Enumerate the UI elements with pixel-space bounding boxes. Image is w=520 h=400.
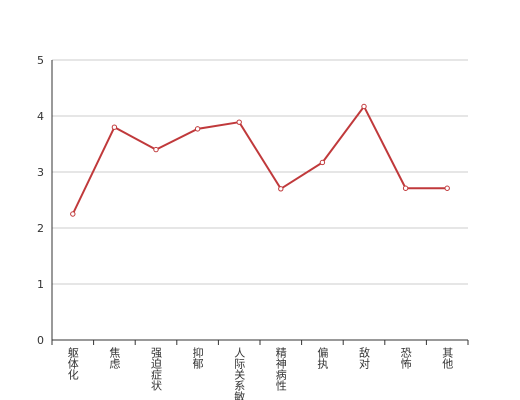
y-tick-label: 2 <box>37 222 44 235</box>
x-tick-label: 精神病性 <box>274 347 287 392</box>
x-tick-label: 躯体化 <box>66 347 79 381</box>
x-tick-label: 人际关系敏感 <box>233 347 246 400</box>
y-tick-label: 5 <box>37 54 44 67</box>
y-tick-label: 3 <box>37 166 44 179</box>
point <box>111 124 118 130</box>
x-tick-label: 抑郁 <box>191 346 204 369</box>
x-tick-label: 敌对 <box>358 346 371 369</box>
point <box>319 159 326 166</box>
point <box>153 146 159 153</box>
point <box>70 211 76 217</box>
y-tick-label: 0 <box>37 334 44 347</box>
point <box>194 126 201 132</box>
y-tick-label: 4 <box>37 110 44 123</box>
x-tick-label: 其他 <box>441 347 454 369</box>
x-tick-label: 恐怖 <box>399 347 412 369</box>
point <box>236 119 242 125</box>
x-tick-label: 焦虑 <box>108 347 121 369</box>
point <box>402 185 409 191</box>
x-tick-label: 强迫症状 <box>150 347 163 391</box>
line <box>71 104 448 215</box>
point <box>278 186 284 192</box>
point <box>444 185 450 191</box>
x-tick-label: 偏执 <box>316 346 329 370</box>
y-tick-label: 1 <box>37 278 44 291</box>
point <box>361 103 367 110</box>
